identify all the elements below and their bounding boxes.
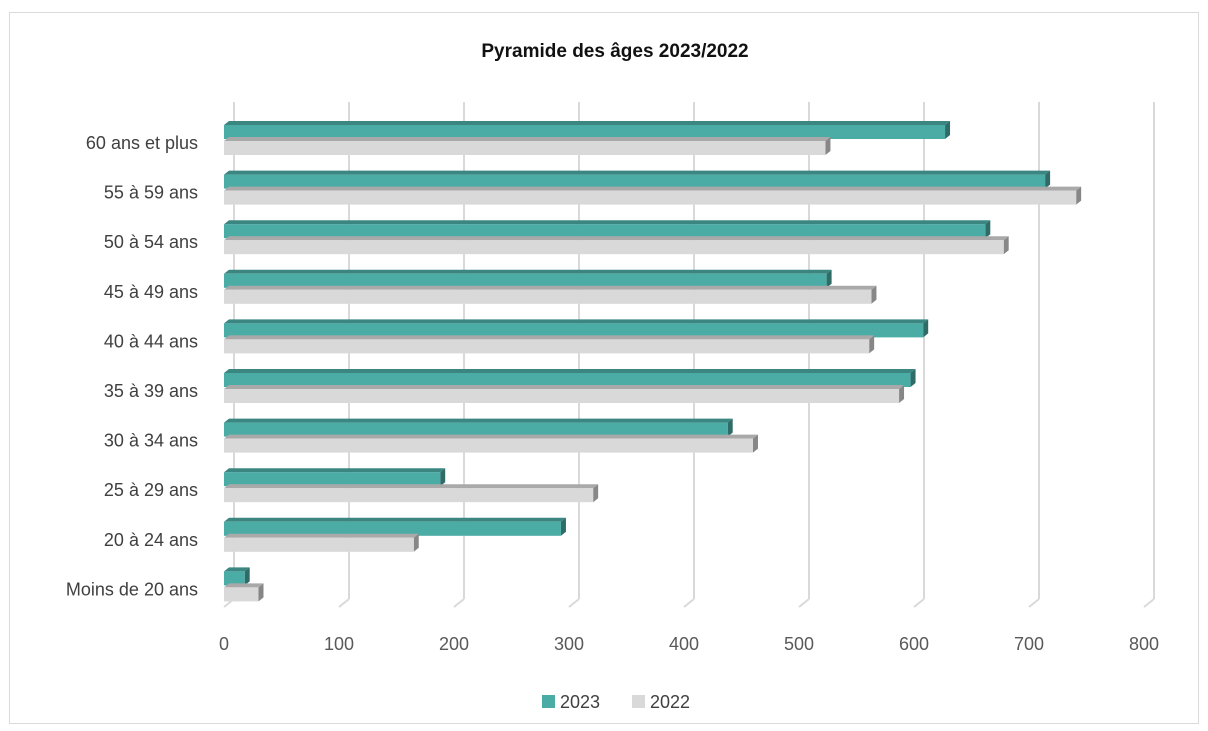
floor-line-1 [338, 598, 350, 608]
bar-2022-2 [224, 484, 599, 503]
x-tick-label-1: 100 [324, 634, 354, 654]
bar-2023-0 [224, 567, 250, 586]
legend: 2023 2022 [542, 692, 690, 712]
x-tick-label-2: 200 [439, 634, 469, 654]
bar-2023-4 [224, 369, 916, 387]
x-tick-label-5: 500 [784, 634, 814, 654]
y-axis-labels: Moins de 20 ans 20 à 24 ans 25 à 29 ans 30 … [66, 133, 198, 599]
bar-2022-6 [224, 285, 877, 304]
category-label-1: 20 à 24 ans [104, 530, 198, 550]
bar-2022-0 [224, 583, 264, 602]
category-label-6: 45 à 49 ans [104, 282, 198, 302]
bar-2022-4 [224, 385, 905, 403]
x-tick-label-7: 700 [1014, 634, 1044, 654]
bar-2023-2 [224, 468, 446, 487]
legend-swatch-2022 [632, 695, 645, 708]
bar-2022-9 [224, 137, 831, 155]
bar-2022-1 [224, 533, 419, 552]
category-label-8: 55 à 59 ans [104, 183, 198, 203]
bar-2023-8 [224, 170, 1051, 189]
bar-2022-3 [224, 434, 758, 453]
category-label-2: 25 à 29 ans [104, 480, 198, 500]
x-tick-label-4: 400 [669, 634, 699, 654]
chart-title: Pyramide des âges 2023/2022 [481, 41, 748, 62]
x-tick-label-0: 0 [219, 634, 229, 654]
legend-label-2023: 2023 [560, 692, 600, 712]
legend-swatch-2023 [542, 695, 555, 708]
bar-2023-1 [224, 517, 566, 536]
bar-2023-5 [224, 319, 929, 338]
bar-2022-5 [224, 335, 875, 354]
floor-line-2 [453, 598, 465, 608]
x-tick-label-3: 300 [554, 634, 584, 654]
floor-line-5 [798, 598, 810, 608]
category-label-5: 40 à 44 ans [104, 331, 198, 351]
bar-2023-7 [224, 220, 991, 239]
bar-2022-8 [224, 186, 1082, 205]
bar-2023-3 [224, 418, 733, 437]
x-tick-label-8: 800 [1129, 634, 1159, 654]
bar-2023-9 [224, 121, 951, 139]
category-label-3: 30 à 34 ans [104, 431, 198, 451]
category-label-0: Moins de 20 ans [66, 579, 198, 599]
x-axis-ticks: 0 100 200 300 400 500 600 700 800 [219, 634, 1159, 654]
bar-2023-6 [224, 269, 832, 288]
floor-line-6 [913, 598, 925, 608]
floor-line-4 [683, 598, 695, 608]
bars [224, 121, 1082, 602]
floor-line-8 [1143, 598, 1155, 608]
bar-2022-7 [224, 236, 1009, 255]
x-tick-label-6: 600 [899, 634, 929, 654]
legend-label-2022: 2022 [650, 692, 690, 712]
floor-line-7 [1028, 598, 1040, 608]
floor-line-3 [568, 598, 580, 608]
category-label-7: 50 à 54 ans [104, 232, 198, 252]
category-label-4: 35 à 39 ans [104, 381, 198, 401]
category-label-9: 60 ans et plus [86, 133, 198, 153]
